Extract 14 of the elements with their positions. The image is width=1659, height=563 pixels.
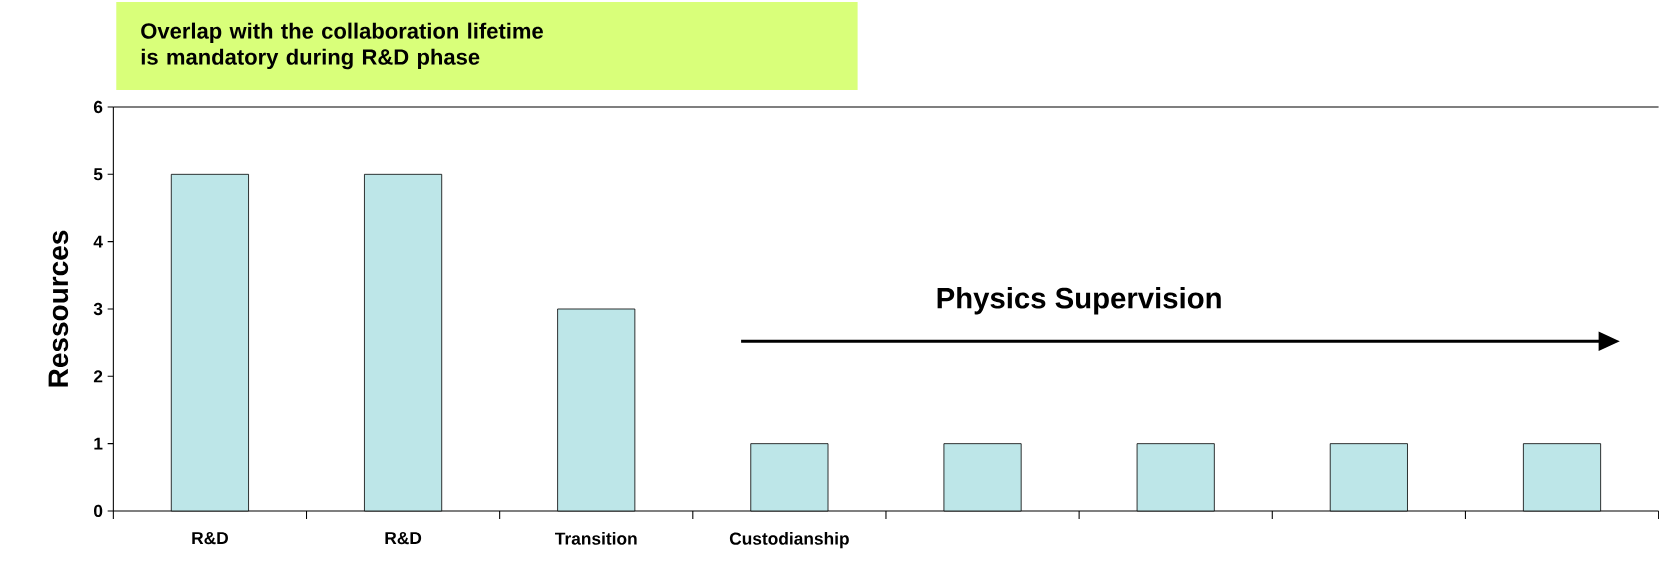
text: Overlap with the collaboration lifetime is mandatory during R&D phase (141, 22, 543, 70)
annotation: Physics Supervision (937, 287, 1221, 315)
y-tick-label: 6 (93, 100, 103, 114)
y-tick-label: 5 (93, 168, 103, 181)
x-tick-label: R&D (385, 532, 422, 545)
y-axis-title: Ressources (48, 230, 69, 387)
x-tick-label: Custodianship (729, 532, 849, 549)
y-tick-label: 4 (93, 235, 103, 248)
y-tick-label: 2 (93, 370, 103, 383)
y-tick-label: 1 (94, 437, 103, 450)
y-tick-label: 3 (93, 302, 103, 316)
x-tick-label: R&D (192, 532, 228, 545)
x-tick-label: Transition (555, 532, 637, 545)
y-tick-label: 0 (94, 504, 103, 518)
